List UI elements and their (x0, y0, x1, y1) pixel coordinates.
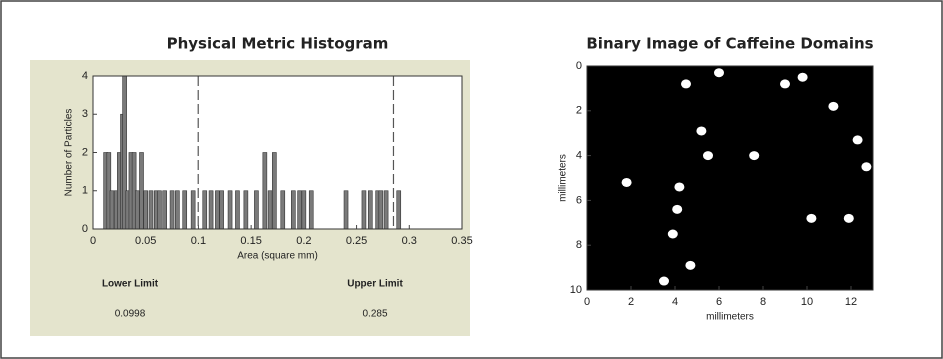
domain-blob (681, 79, 691, 88)
x-tick-label: 2 (628, 296, 634, 308)
plot-area (93, 76, 462, 229)
domain-blob (714, 68, 724, 77)
bar (220, 191, 224, 229)
bar (228, 191, 232, 229)
x-axis-label: Area (square mm) (237, 251, 318, 262)
limit-value: 0.285 (362, 309, 387, 320)
y-axis-label: millimeters (558, 154, 569, 202)
bar (384, 191, 388, 229)
y-tick-label: 0 (576, 60, 582, 72)
bar (268, 191, 272, 229)
y-tick-label: 8 (576, 239, 582, 251)
x-tick-label: 0 (584, 296, 590, 308)
x-tick-label: 0.25 (346, 235, 367, 247)
domain-blob (685, 261, 695, 270)
x-tick-label: 0.2 (296, 235, 311, 247)
x-tick-label: 8 (760, 296, 766, 308)
bar (362, 191, 366, 229)
bar (397, 191, 401, 229)
x-tick-label: 12 (845, 296, 857, 308)
x-tick-label: 0 (90, 235, 96, 247)
bar (263, 153, 267, 230)
y-tick-label: 6 (576, 194, 582, 206)
x-tick-label: 6 (716, 296, 722, 308)
chart-title: Binary Image of Caffeine Domains (586, 35, 873, 53)
y-tick-label: 4 (82, 70, 88, 82)
bar (215, 191, 219, 229)
bar (254, 191, 258, 229)
y-tick-label: 4 (576, 150, 582, 162)
domain-blob (703, 151, 713, 160)
bar (272, 153, 276, 230)
bar (183, 191, 187, 229)
x-tick-label: 0.3 (402, 235, 417, 247)
x-tick-label: 4 (672, 296, 678, 308)
bar (149, 191, 153, 229)
bar (235, 191, 239, 229)
y-tick-label: 1 (82, 185, 88, 197)
bar (110, 191, 114, 229)
screenshot: Physical Metric Histogram Area (square mm… (0, 0, 943, 359)
domain-blob (798, 73, 808, 82)
limit-name: Lower Limit (102, 279, 159, 290)
bar (344, 191, 348, 229)
bar (209, 191, 213, 229)
domain-blob (780, 79, 790, 88)
bar (298, 191, 302, 229)
x-tick-label: 0.15 (240, 235, 261, 247)
bar (309, 191, 313, 229)
domain-blob (844, 214, 854, 223)
y-axis-label: Number of Particles (64, 109, 75, 197)
chart-title: Physical Metric Histogram (167, 35, 389, 53)
domain-blob (668, 230, 678, 239)
bar (170, 191, 174, 229)
bar (203, 191, 207, 229)
x-tick-label: 0.05 (135, 235, 156, 247)
domain-blob (674, 182, 684, 191)
domain-blob (672, 205, 682, 214)
bar (244, 191, 248, 229)
bar (368, 191, 372, 229)
y-tick-label: 2 (82, 146, 88, 158)
bar (191, 191, 195, 229)
bar (291, 191, 295, 229)
limit-name: Upper Limit (347, 279, 403, 290)
x-tick-label: 0.35 (451, 235, 472, 247)
x-tick-label: 0.1 (191, 235, 206, 247)
domain-blob (659, 277, 669, 286)
y-tick-label: 2 (576, 105, 582, 117)
bar (157, 191, 161, 229)
domain-blob (828, 102, 838, 111)
domain-blob (806, 214, 816, 223)
domain-blob (622, 178, 632, 187)
y-tick-label: 3 (82, 108, 88, 120)
bar (139, 153, 143, 230)
domain-blob (853, 135, 863, 144)
limit-value: 0.0998 (115, 309, 146, 320)
domain-blob (749, 151, 759, 160)
domain-blob (696, 126, 706, 135)
bar (175, 191, 179, 229)
y-tick-label: 10 (570, 284, 582, 296)
bar (379, 191, 383, 229)
bar (135, 191, 139, 229)
bar (144, 191, 148, 229)
x-tick-label: 10 (801, 296, 813, 308)
domain-blob (861, 162, 871, 171)
bar (302, 191, 306, 229)
bar (163, 191, 167, 229)
x-axis-label: millimeters (706, 312, 754, 323)
bar (281, 191, 285, 229)
y-tick-label: 0 (82, 223, 88, 235)
plot-area (587, 66, 873, 290)
